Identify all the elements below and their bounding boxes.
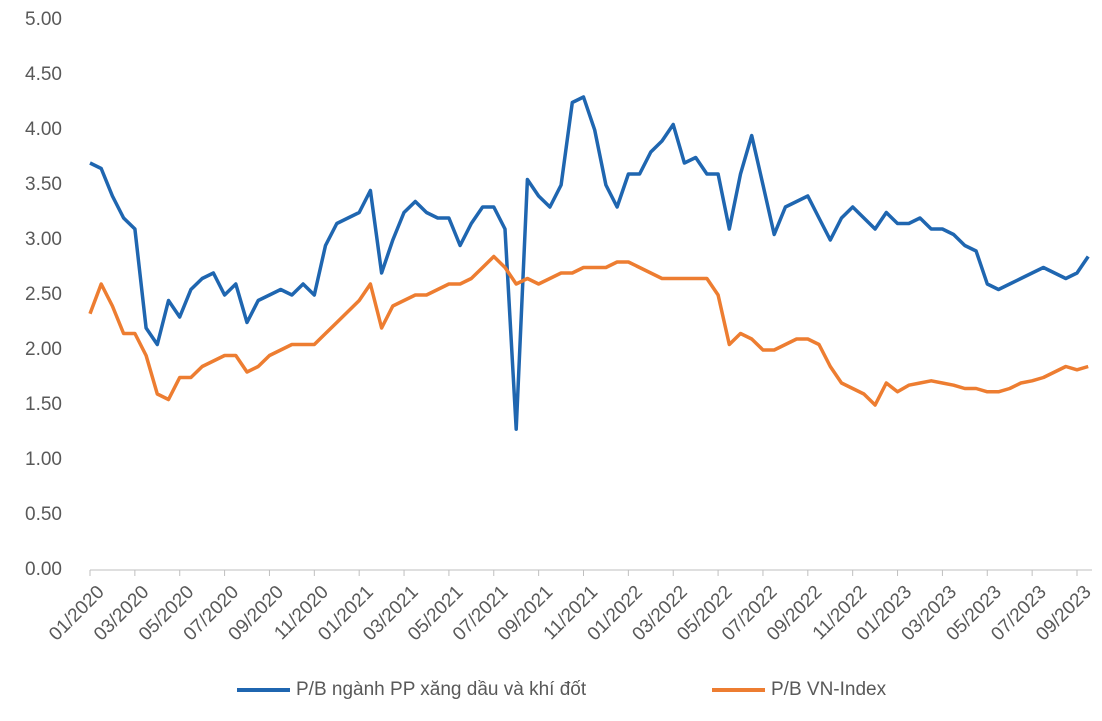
series-line	[88, 254, 1089, 407]
series-line	[89, 95, 1090, 431]
y-tick-label: 1.50	[25, 394, 62, 415]
y-tick-label: 3.00	[25, 229, 62, 250]
y-tick-label: 4.50	[25, 64, 62, 85]
y-tick-label: 5.00	[25, 9, 62, 30]
legend-label: P/B VN-Index	[771, 679, 887, 700]
y-tick-label: 4.00	[25, 119, 62, 140]
y-tick-label: 2.50	[25, 284, 62, 305]
legend-label: P/B ngành PP xăng dầu và khí đốt	[296, 679, 587, 700]
y-tick-label: 3.50	[25, 174, 62, 195]
y-tick-label: 1.00	[25, 449, 62, 470]
y-tick-label: 2.00	[25, 339, 62, 360]
y-tick-label: 0.00	[25, 559, 62, 580]
y-tick-label: 0.50	[25, 504, 62, 525]
